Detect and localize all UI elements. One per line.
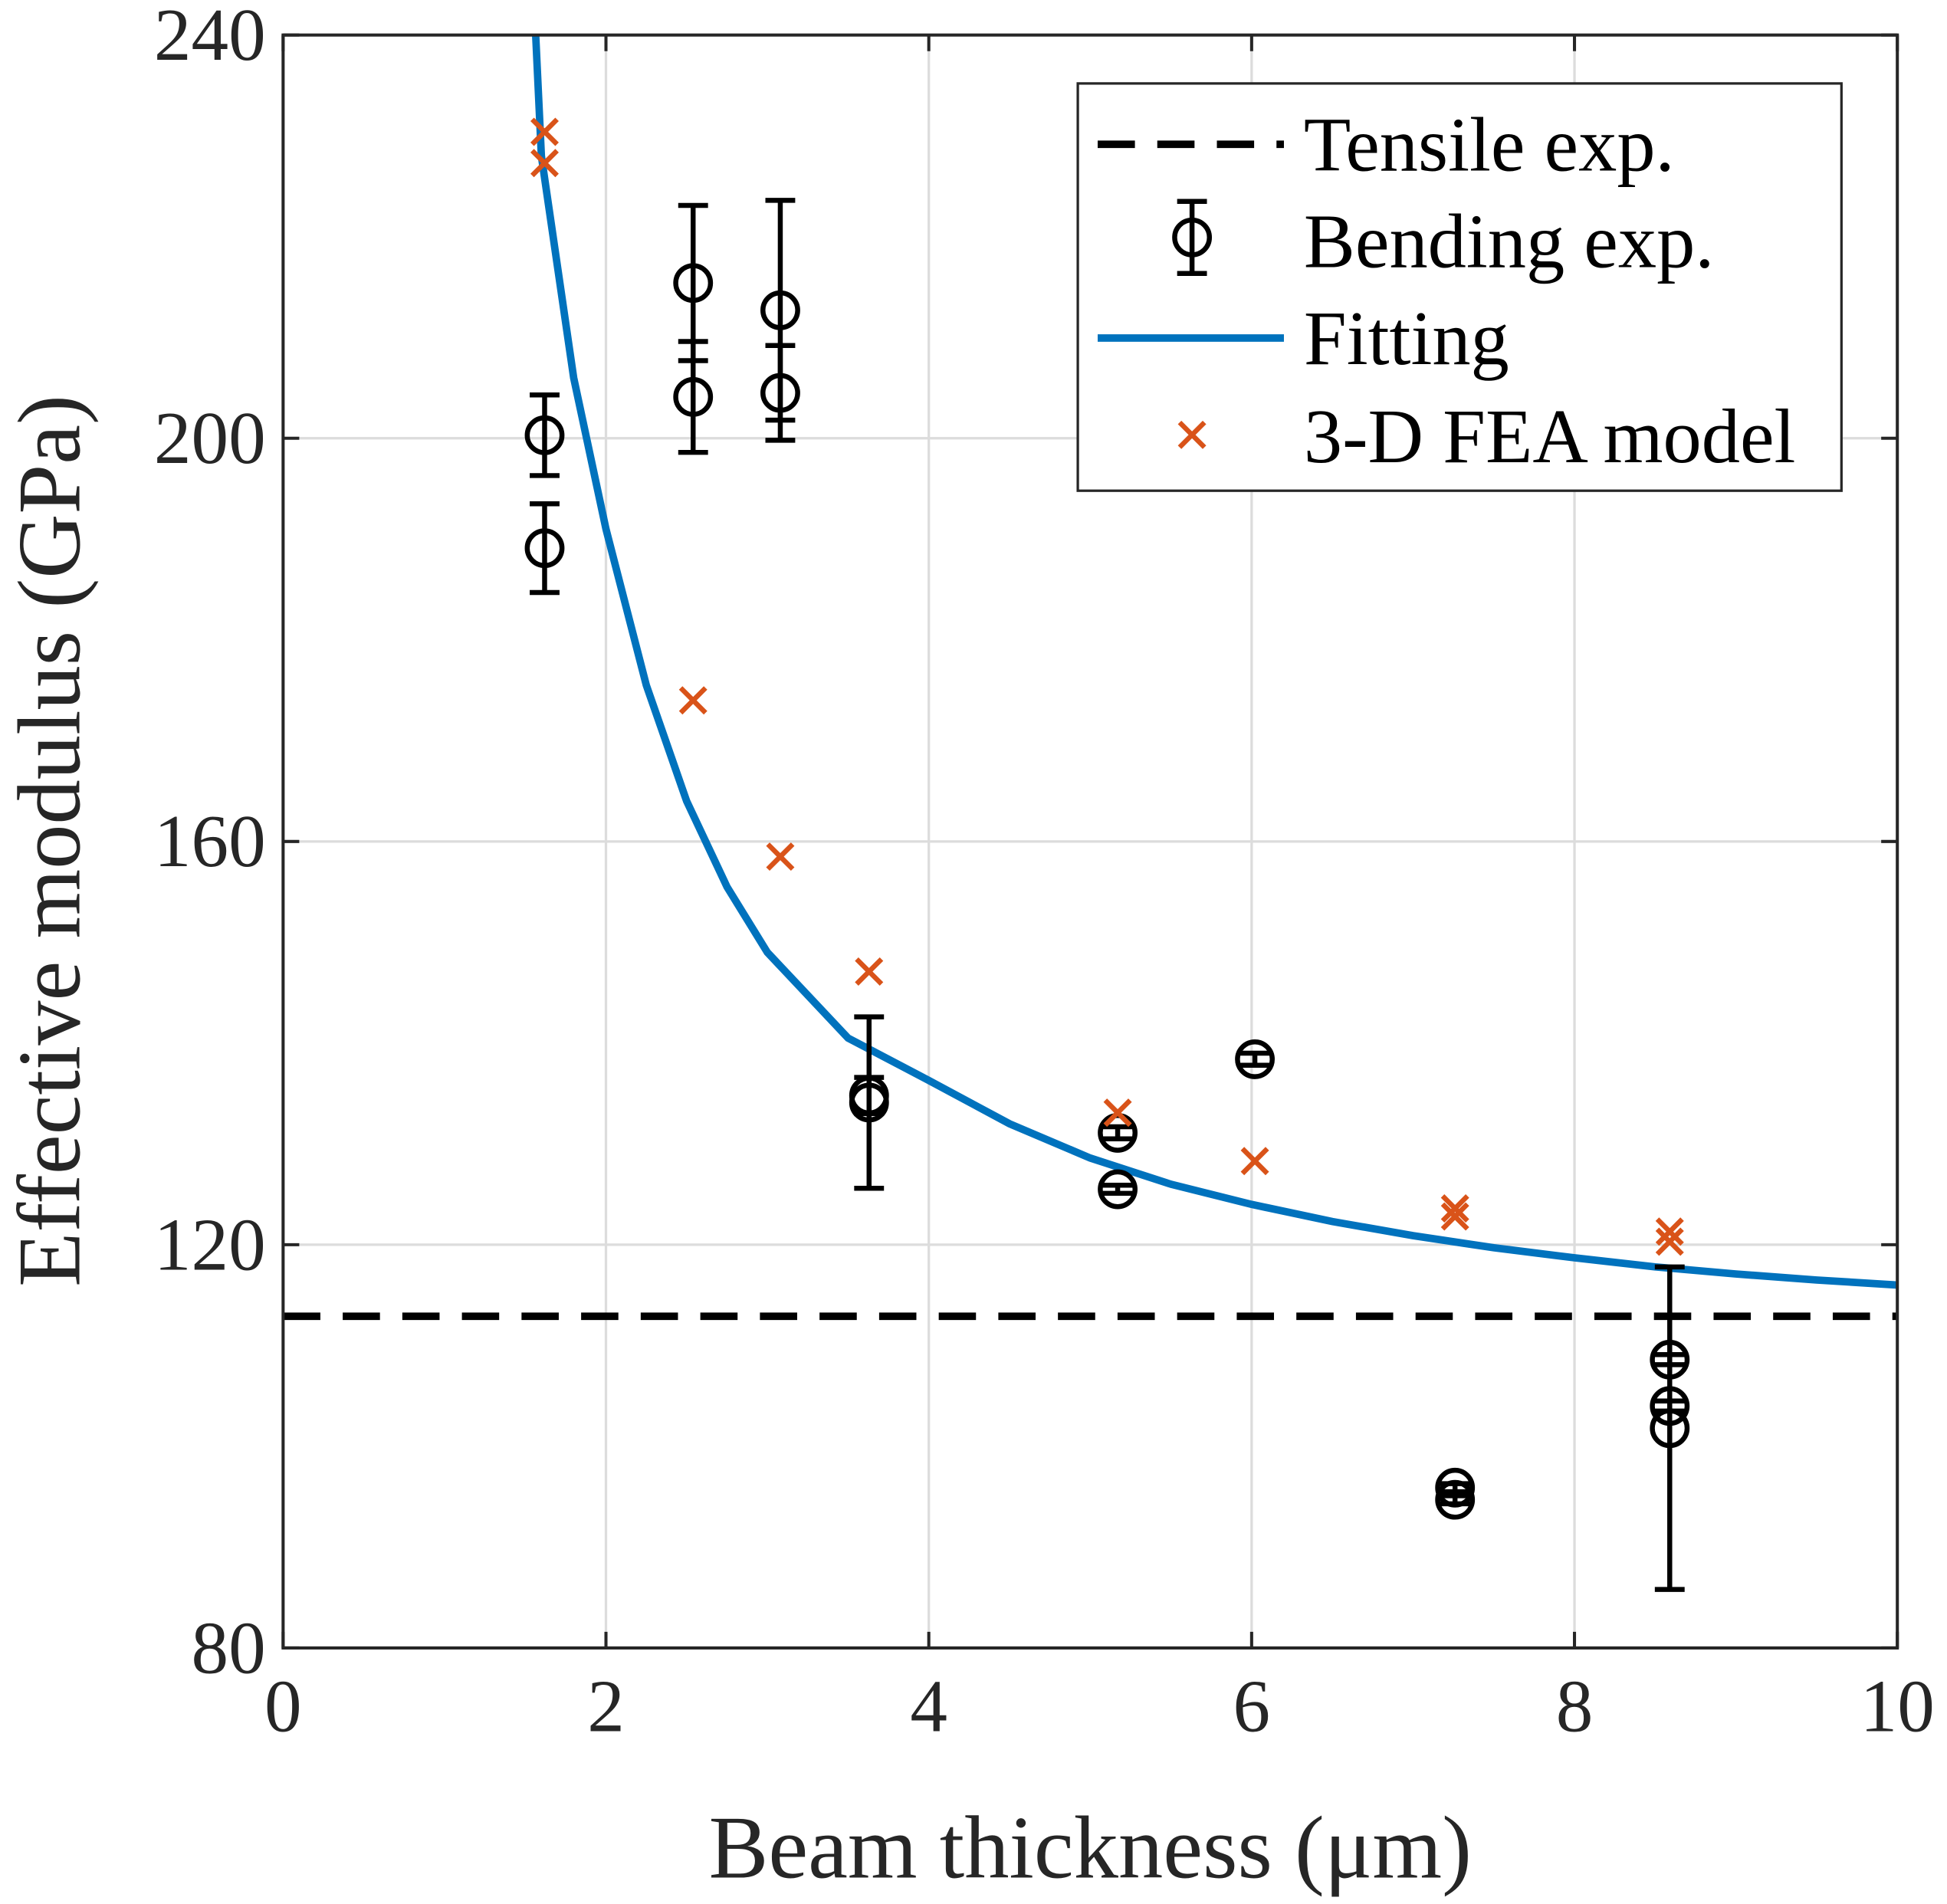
fea-x-marker: [1240, 1147, 1269, 1176]
circle-marker: [1650, 1408, 1690, 1449]
legend-fea-swatch: [1177, 420, 1207, 449]
fea-x-marker: [678, 686, 708, 715]
circle-marker: [760, 290, 800, 330]
x-axis-label: Beam thickness (μm): [709, 1799, 1472, 1898]
legend: Tensile exp. Bending exp. Fitting 3-D FE…: [1076, 82, 1843, 492]
circle-marker: [1435, 1479, 1476, 1520]
bending-point: [1098, 1112, 1138, 1153]
bending-point: [760, 343, 800, 443]
bending-point: [1650, 1264, 1690, 1592]
circle-marker: [849, 1075, 889, 1116]
fea-x-marker: [1440, 1202, 1469, 1231]
bending-point: [524, 392, 565, 478]
legend-fea-label: 3-D FEA model: [1304, 394, 1796, 479]
bending-point: [1098, 1169, 1138, 1210]
legend-bending-swatch: [1172, 199, 1213, 276]
bending-point: [673, 339, 714, 455]
bending-point: [673, 202, 714, 363]
fea-x-marker: [855, 957, 884, 986]
fitting-series: [531, 34, 1898, 1289]
fea-x-marker: [530, 117, 559, 146]
fitting-curve: [531, 34, 1898, 1289]
legend-bending-label: Bending exp.: [1304, 199, 1715, 284]
axis-ticks: 0 2 4 6 8 10 80 120 160 200 240: [154, 0, 1935, 1748]
y-tick-label: 160: [154, 800, 266, 883]
fea-series: [530, 117, 1684, 1256]
circle-marker: [760, 373, 800, 413]
fea-x-marker: [1103, 1098, 1132, 1128]
circle-marker: [1098, 1169, 1138, 1210]
circle-marker: [524, 415, 565, 455]
x-tick-label: 6: [1233, 1665, 1271, 1748]
legend-fitting-label: Fitting: [1304, 296, 1509, 381]
bending-point: [524, 501, 565, 596]
y-tick-label: 200: [154, 397, 266, 480]
x-tick-label: 0: [264, 1665, 302, 1748]
legend-tensile-label: Tensile exp.: [1304, 102, 1675, 187]
y-axis-label: Effective modulus (GPa): [1, 395, 100, 1287]
circle-marker: [1235, 1039, 1275, 1079]
x-tick-label: 8: [1556, 1665, 1594, 1748]
y-tick-label: 80: [191, 1607, 265, 1689]
x-tick-label: 4: [910, 1665, 947, 1748]
fea-x-marker: [766, 842, 795, 872]
y-tick-label: 240: [154, 0, 266, 77]
x-tick-label: 10: [1860, 1665, 1935, 1748]
bending-point: [1235, 1039, 1275, 1079]
circle-marker: [673, 376, 714, 417]
legend-box: [1076, 82, 1843, 492]
fea-x-marker: [1655, 1217, 1684, 1246]
bending-point: [849, 1075, 889, 1117]
circle-marker: [524, 528, 565, 569]
y-tick-label: 120: [154, 1203, 266, 1286]
x-tick-label: 2: [587, 1665, 625, 1748]
circle-marker: [673, 263, 714, 304]
fea-x-marker: [1655, 1227, 1684, 1256]
fea-x-marker: [1440, 1194, 1469, 1223]
fea-x-marker: [530, 149, 559, 178]
bending-series: [524, 198, 1690, 1592]
bending-point: [1435, 1479, 1476, 1520]
